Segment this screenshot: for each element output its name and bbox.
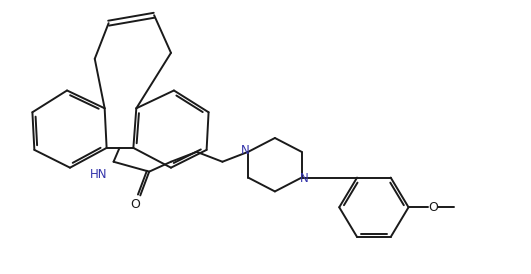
Text: O: O — [131, 198, 140, 211]
Text: O: O — [429, 201, 438, 214]
Text: HN: HN — [90, 168, 107, 181]
Text: N: N — [241, 144, 250, 157]
Text: N: N — [300, 172, 309, 185]
